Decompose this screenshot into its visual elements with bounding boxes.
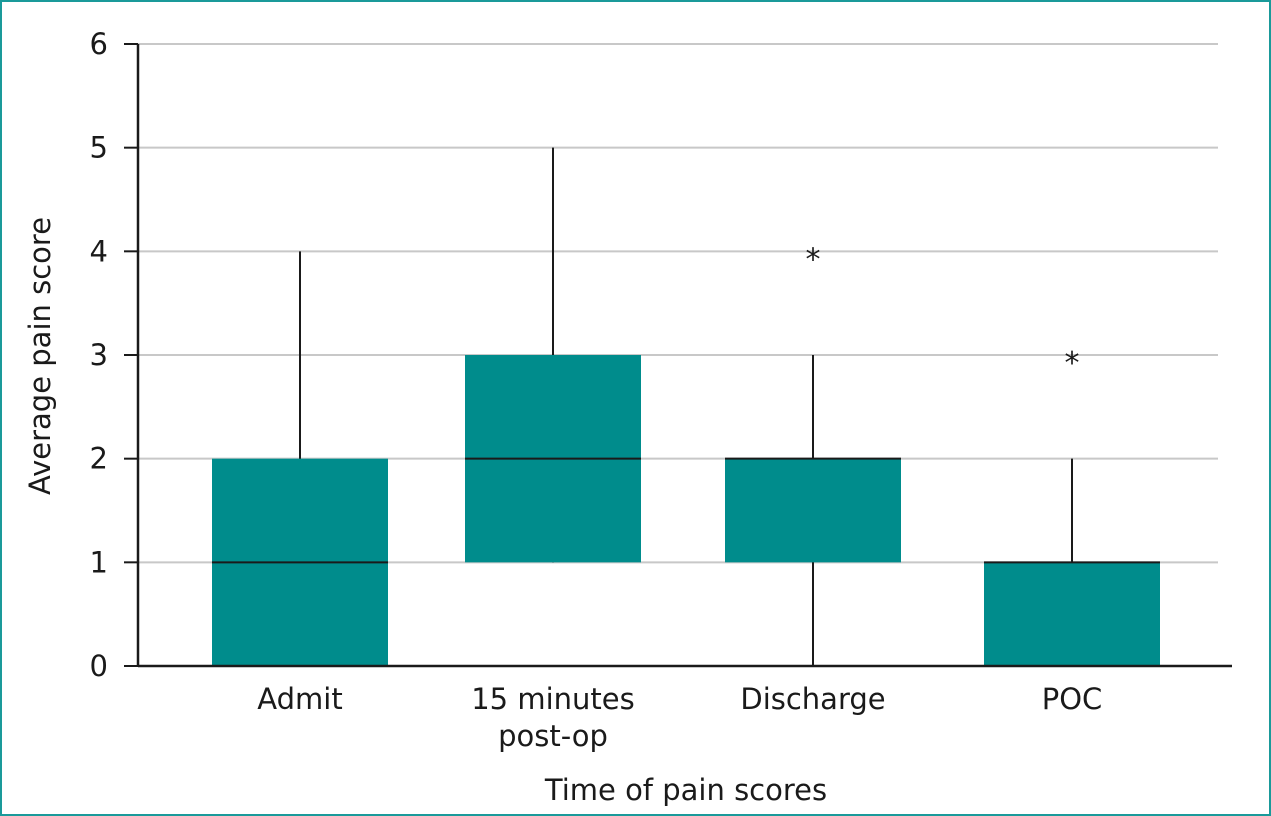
x-category-label: Admit — [257, 682, 342, 716]
y-tick-labels: 0 1 2 3 4 5 6 — [90, 27, 108, 683]
boxes: ** — [212, 147, 1160, 666]
x-axis-title: Time of pain scores — [544, 773, 827, 807]
y-tick-label: 5 — [90, 131, 108, 165]
y-tick-label: 1 — [90, 545, 108, 579]
box — [984, 562, 1160, 666]
y-tick-label: 6 — [90, 27, 108, 61]
x-category-label: post-op — [498, 719, 608, 753]
box — [725, 458, 901, 563]
x-category-label: 15 minutes — [471, 682, 635, 716]
x-category-label: POC — [1042, 682, 1103, 716]
outlier-marker: * — [1065, 346, 1080, 381]
axes — [136, 44, 1232, 668]
y-axis-title: Average pain score — [23, 217, 57, 495]
y-tick-label: 2 — [90, 442, 108, 476]
y-tick-label: 3 — [90, 338, 108, 372]
outlier-marker: * — [806, 242, 821, 277]
y-tick-label: 0 — [90, 649, 108, 683]
x-category-label: Discharge — [740, 682, 885, 716]
y-tick-label: 4 — [90, 234, 108, 268]
